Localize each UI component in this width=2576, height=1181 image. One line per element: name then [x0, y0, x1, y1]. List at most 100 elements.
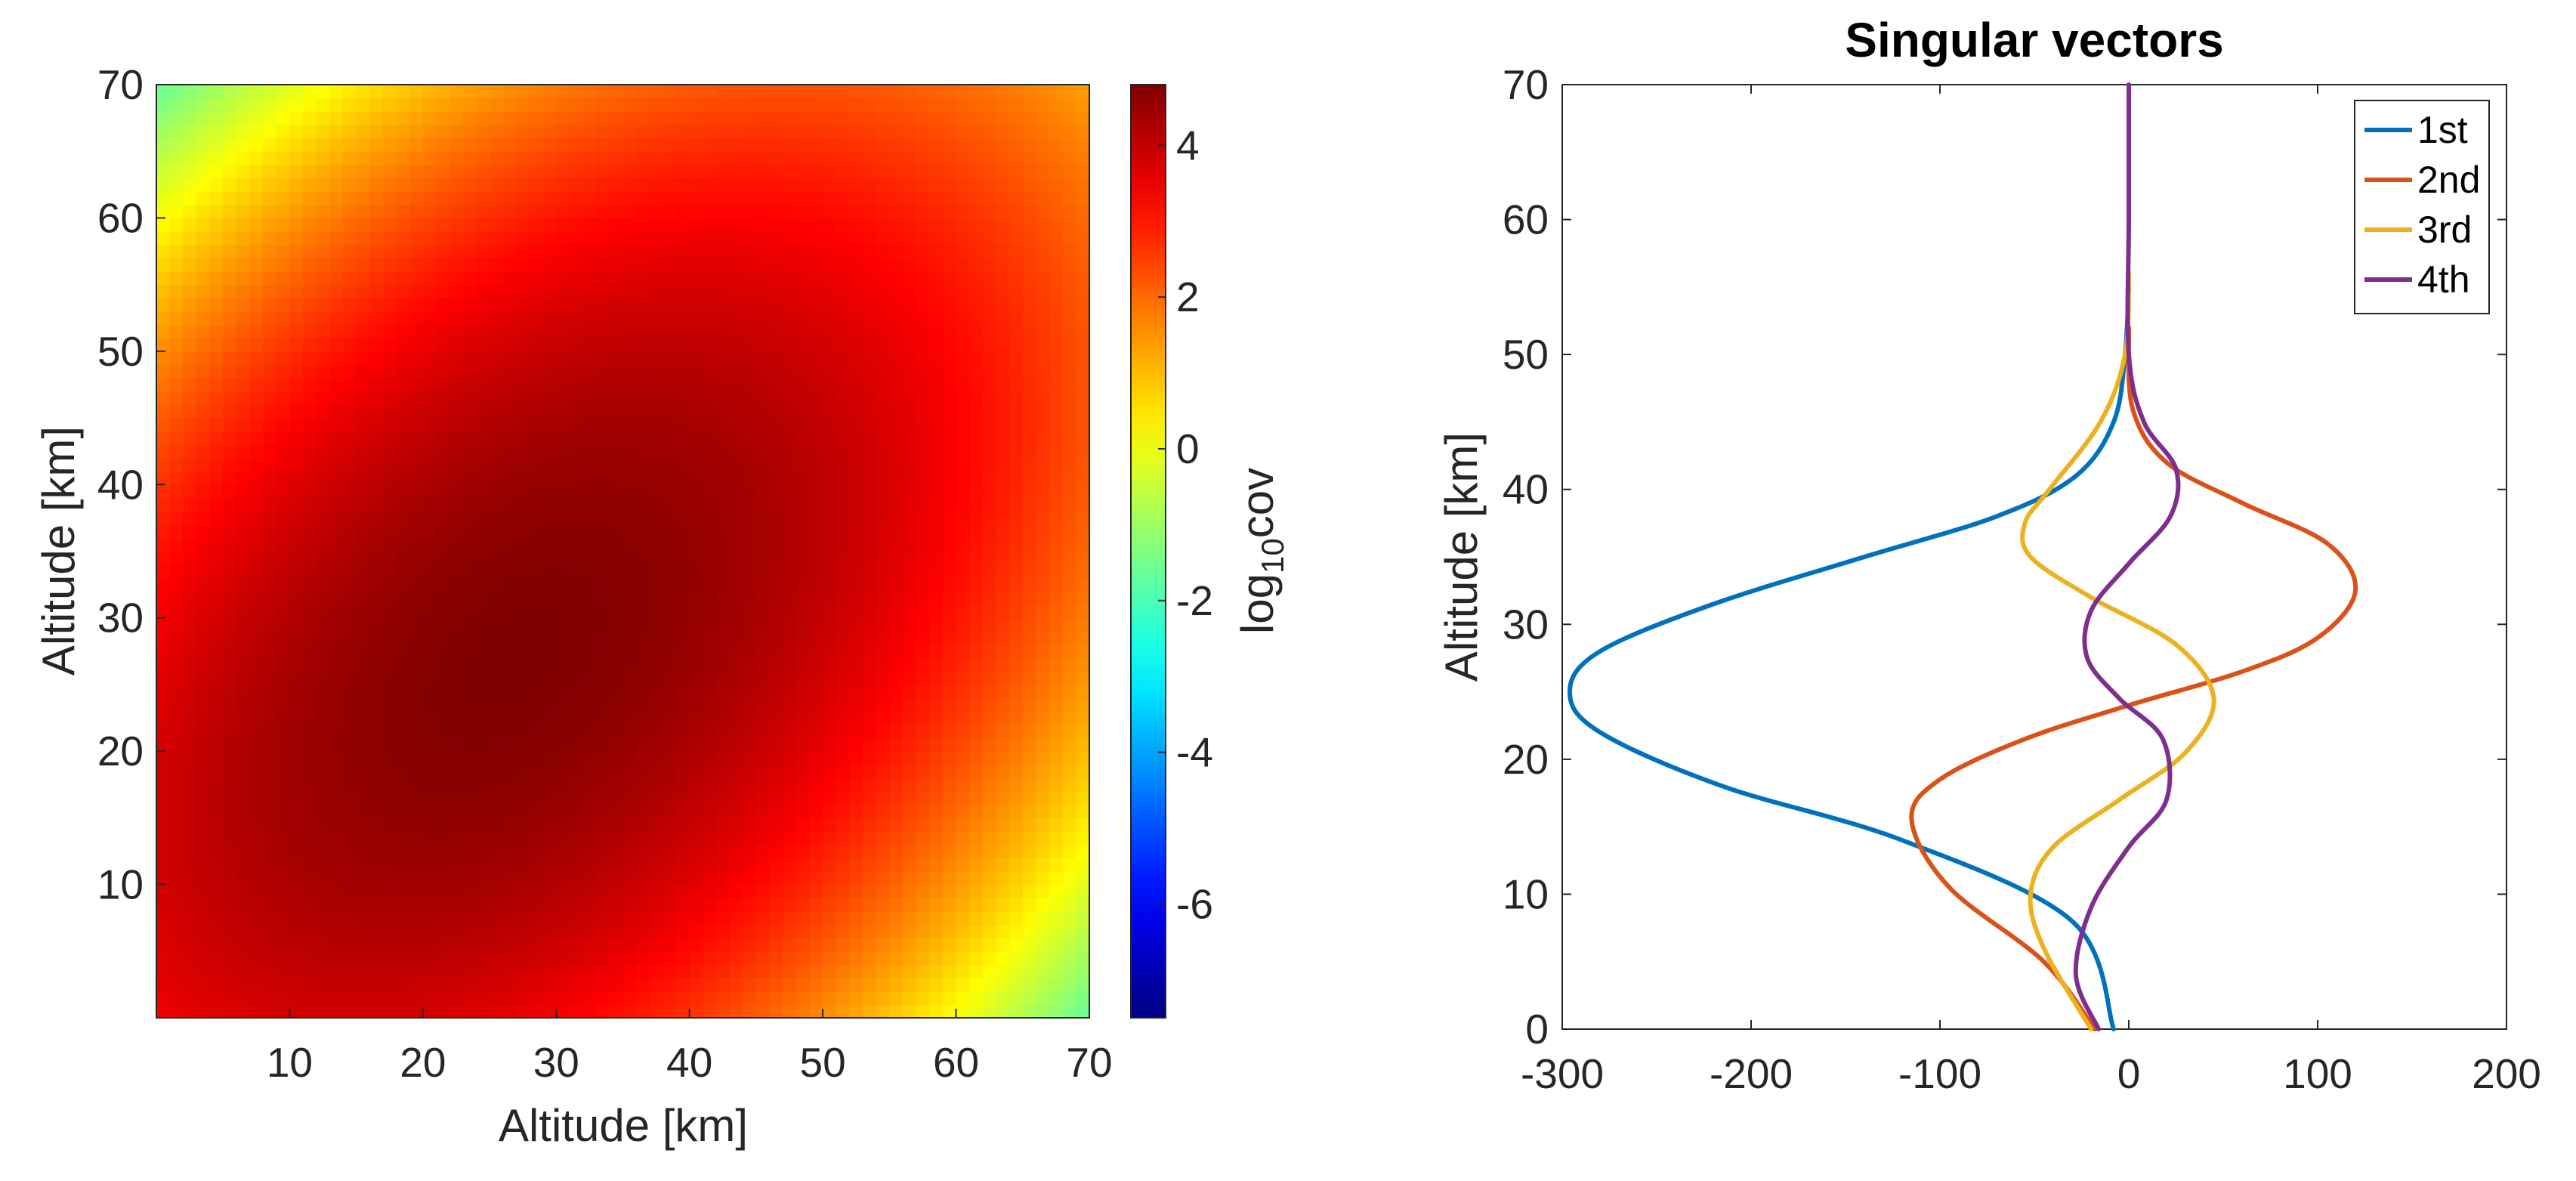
heatmap-cell	[223, 764, 237, 779]
heatmap-cell	[303, 564, 317, 579]
heatmap-cell	[1009, 178, 1024, 192]
heatmap-cell	[236, 404, 251, 419]
heatmap-cell	[382, 804, 397, 818]
heatmap-cell	[329, 791, 344, 805]
heatmap-cell	[1036, 858, 1050, 872]
heatmap-cell	[809, 617, 823, 632]
heatmap-cell	[609, 124, 624, 139]
colorbar-label-main: log	[1232, 573, 1283, 634]
heatmap-cell	[462, 204, 477, 219]
heatmap-cell	[343, 604, 357, 619]
heatmap-cell	[209, 178, 224, 192]
heatmap-cell	[889, 378, 903, 392]
heatmap-cell	[969, 1004, 984, 1019]
heatmap-cell	[329, 751, 344, 765]
heatmap-cell	[1062, 404, 1076, 419]
heatmap-cell	[542, 444, 557, 459]
heatmap-cell	[1009, 617, 1024, 632]
heatmap-cell	[916, 645, 930, 659]
heatmap-cell	[263, 124, 277, 139]
heatmap-cell	[903, 924, 917, 938]
heatmap-cell	[609, 884, 624, 898]
heatmap-cell	[490, 804, 504, 818]
heatmap-cell	[889, 938, 903, 952]
heatmap-cell	[729, 364, 743, 379]
heatmap-cell	[476, 991, 490, 1005]
heatmap-cell	[676, 870, 690, 886]
heatmap-cell	[556, 338, 570, 352]
heatmap-cell	[596, 284, 610, 298]
heatmap-cell	[649, 404, 664, 419]
heatmap-cell	[823, 858, 837, 872]
heatmap-cell	[1076, 164, 1090, 179]
heatmap-cell	[209, 124, 224, 139]
heatmap-cell	[823, 991, 837, 1005]
heatmap-cell	[569, 271, 584, 286]
heatmap-cell	[343, 898, 357, 912]
heatmap-cell	[1076, 271, 1090, 286]
heatmap-cell	[196, 484, 211, 499]
heatmap-cell	[863, 497, 877, 512]
heatmap-cell	[582, 458, 597, 472]
heatmap-cell	[263, 378, 277, 392]
heatmap-cell	[823, 458, 837, 472]
heatmap-cell	[1076, 645, 1090, 659]
heatmap-cell	[676, 778, 690, 792]
heatmap-cell	[716, 151, 730, 165]
heatmap-cell	[223, 124, 237, 139]
heatmap-cell	[183, 431, 197, 445]
heatmap-cell	[1036, 697, 1050, 712]
heatmap-cell	[169, 818, 184, 832]
heatmap-cell	[476, 311, 490, 326]
heatmap-cell	[1036, 204, 1050, 219]
heatmap-cell	[942, 764, 957, 779]
heatmap-cell	[516, 577, 530, 592]
heatmap-cell	[530, 898, 544, 912]
heatmap-cell	[942, 138, 957, 152]
heatmap-cell	[929, 497, 944, 512]
heatmap-cell	[569, 164, 584, 179]
heatmap-cell	[823, 924, 837, 938]
heatmap-cell	[516, 311, 530, 326]
heatmap-cell	[929, 831, 944, 846]
heatmap-cell	[849, 311, 863, 326]
heatmap-cell	[502, 564, 517, 579]
heatmap-cell	[956, 218, 970, 232]
heatmap-cell	[663, 818, 677, 832]
heatmap-cell	[1049, 271, 1064, 286]
heatmap-cell	[329, 324, 344, 339]
heatmap-cell	[903, 511, 917, 525]
heatmap-cell	[996, 564, 1010, 579]
heatmap-cell	[516, 764, 530, 779]
heatmap-cell	[196, 364, 211, 379]
heatmap-cell	[916, 671, 930, 685]
heatmap-cell	[596, 737, 610, 752]
heatmap-cell	[1036, 298, 1050, 312]
heatmap-cell	[609, 418, 624, 432]
heatmap-cell	[755, 391, 771, 406]
heatmap-cell	[236, 258, 251, 272]
heatmap-cell	[889, 537, 903, 552]
heatmap-cell	[703, 444, 717, 459]
heatmap-cell	[596, 657, 610, 672]
heatmap-cell	[996, 844, 1010, 858]
heatmap-cell	[676, 351, 690, 366]
heatmap-ytick-label: 10	[97, 861, 144, 908]
heatmap-cell	[490, 111, 504, 125]
heatmap-cell	[836, 124, 851, 139]
heatmap-cell	[823, 711, 837, 725]
heatmap-cell	[876, 617, 890, 632]
heatmap-cell	[436, 938, 450, 952]
heatmap-cell	[289, 870, 304, 886]
heatmap-cell	[903, 964, 917, 978]
heatmap-cell	[556, 657, 570, 672]
heatmap-cell	[289, 991, 304, 1005]
heatmap-cell	[276, 364, 291, 379]
heatmap-cell	[703, 684, 717, 699]
heatmap-cell	[703, 924, 717, 938]
heatmap-cell	[1062, 97, 1076, 112]
heatmap-cell	[849, 751, 863, 765]
heatmap-cell	[542, 324, 557, 339]
heatmap-cell	[209, 471, 224, 485]
heatmap-cell	[422, 804, 437, 818]
